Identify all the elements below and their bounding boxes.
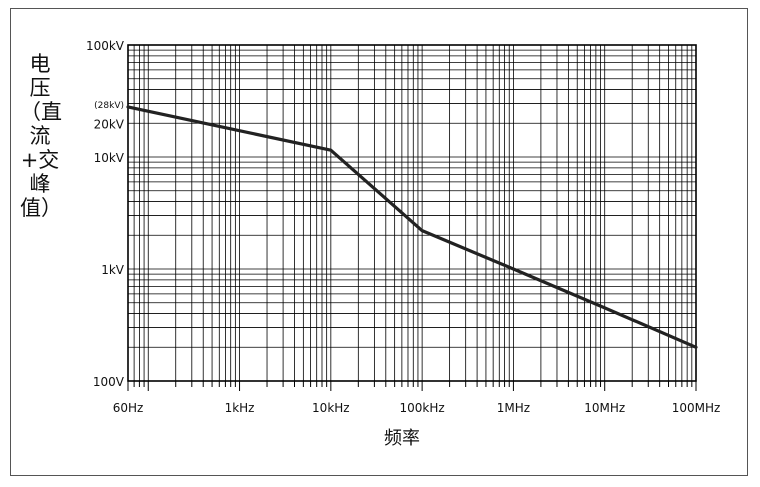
- y-tick-label: 10kV: [94, 151, 125, 165]
- x-axis-label: 频率: [384, 428, 420, 449]
- x-tick-label: 60Hz: [113, 401, 144, 415]
- y-axis-label: 电压（直流+交峰值）: [20, 52, 62, 220]
- x-tick-label: 1kHz: [225, 401, 255, 415]
- y-tick-label: 100kV: [86, 39, 125, 53]
- x-tick-label: 100kHz: [400, 401, 445, 415]
- x-tick-label: 100MHz: [672, 401, 721, 415]
- grid-lines: [127, 44, 696, 382]
- y-tick-label: 100V: [93, 375, 125, 389]
- series-line: [126, 105, 698, 349]
- x-tick-label: 1MHz: [497, 401, 530, 415]
- chart-frame: [10, 8, 748, 476]
- plot-area-border: [127, 44, 697, 382]
- x-tick-label: 10kHz: [312, 401, 350, 415]
- x-tick-label: 10MHz: [584, 401, 625, 415]
- y-tick-label: 20kV: [94, 117, 125, 131]
- y-tick-label: 1kV: [101, 263, 125, 277]
- annotation-label: (28kV): [94, 101, 124, 111]
